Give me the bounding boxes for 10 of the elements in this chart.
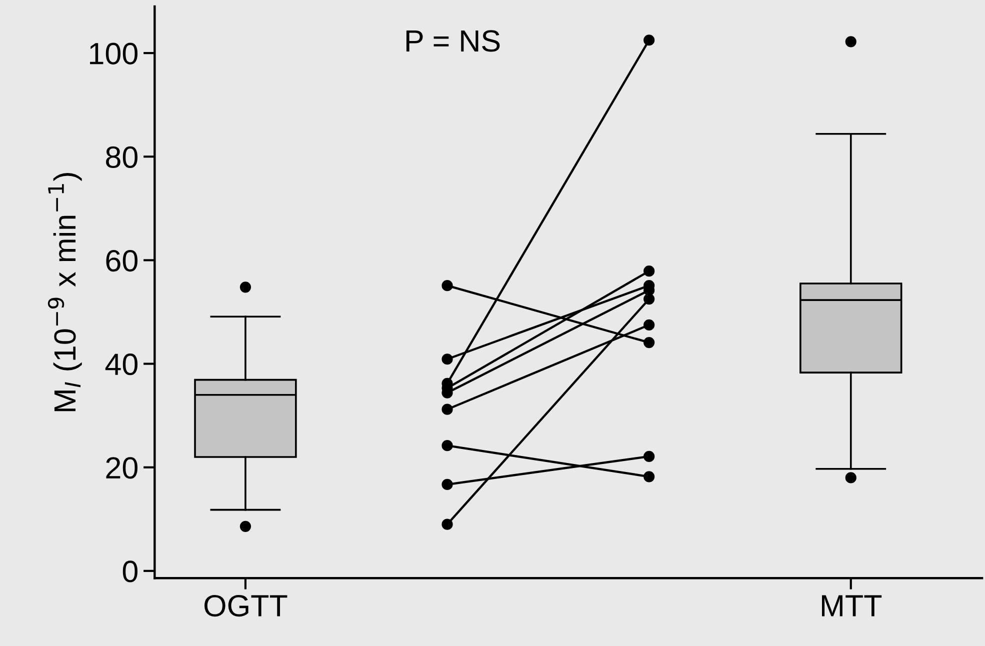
y-axis-title: M$_{I}$ (10$^{−9}$ x min$^{−1}$) <box>48 172 82 412</box>
annotation: P = NS <box>406 30 500 52</box>
y-tick-label: 0 <box>122 560 138 582</box>
y-tick-label: 80 <box>106 146 138 168</box>
y-tick-label: 40 <box>105 354 138 376</box>
y-tick-label: 20 <box>106 457 138 479</box>
y-tick-label: 100 <box>90 42 138 64</box>
x-tick-label: MTT <box>822 595 882 616</box>
y-tick-label: 60 <box>106 250 138 272</box>
x-tick-label: OGTT <box>204 594 288 617</box>
